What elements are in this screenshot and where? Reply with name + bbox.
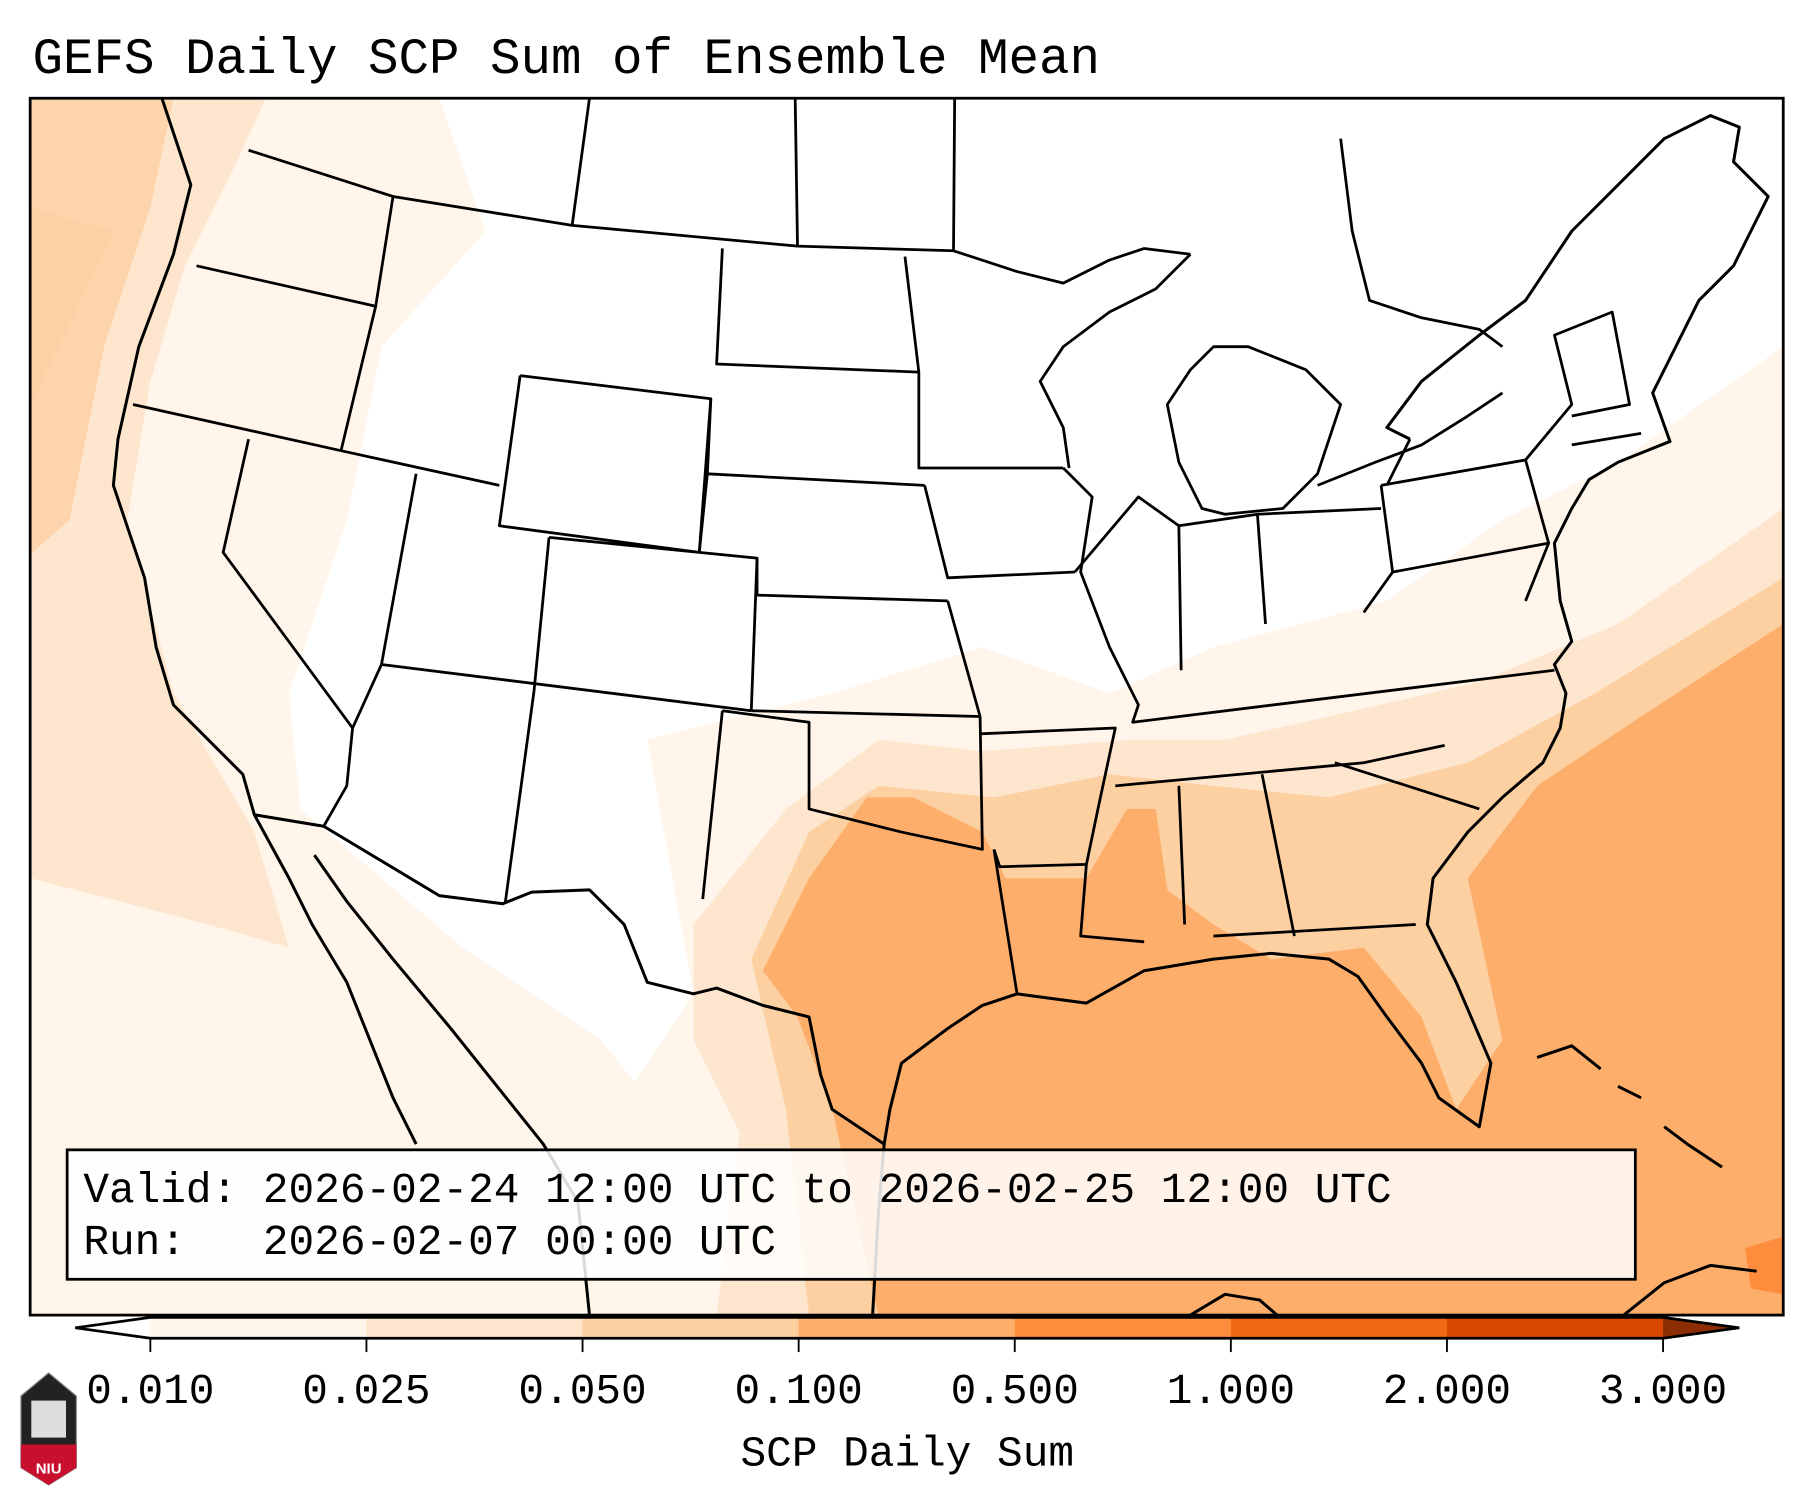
colorbar-segment: [582, 1317, 800, 1339]
colorbar-segment: [1230, 1317, 1448, 1339]
colorbar-tick-label: 0.500: [951, 1367, 1079, 1416]
map-frame: [28, 96, 1785, 1317]
colorbar-tick-label: 0.010: [86, 1367, 214, 1416]
niu-logo: NIU: [20, 1372, 77, 1486]
colorbar-segment: [1446, 1317, 1664, 1339]
colorbar-tick-label: 3.000: [1599, 1367, 1727, 1416]
map-panel: [30, 98, 1784, 1316]
info-box: Valid: 2026-02-24 12:00 UTC to 2026-02-2…: [65, 1148, 1637, 1281]
scp-shading: [30, 98, 1784, 1316]
colorbar-segment: [1014, 1317, 1232, 1339]
colorbar-over-triangle: [1663, 1317, 1740, 1339]
colorbar-tick-label: 1.000: [1167, 1367, 1295, 1416]
colorbar-label: SCP Daily Sum: [741, 1429, 1075, 1478]
colorbar-under-triangle: [75, 1317, 151, 1339]
colorbar-segment: [150, 1317, 368, 1339]
figure-title: GEFS Daily SCP Sum of Ensemble Mean: [32, 32, 1100, 89]
colorbar-tick-label: 0.050: [518, 1367, 646, 1416]
valid-time-text: Valid: 2026-02-24 12:00 UTC to 2026-02-2…: [83, 1166, 1391, 1215]
svg-text:NIU: NIU: [36, 1460, 62, 1477]
colorbar-tick-label: 0.100: [735, 1367, 863, 1416]
colorbar: 0.010 0.025 0.050 0.100 0.500 1.000 2.000 3.000: [75, 1316, 1740, 1416]
colorbar-segment: [798, 1317, 1016, 1339]
colorbar-tick-label: 0.025: [302, 1367, 430, 1416]
colorbar-segment: [366, 1317, 584, 1339]
run-time-text: Run: 2026-02-07 00:00 UTC: [83, 1218, 776, 1267]
state-borders: [132, 98, 1642, 995]
colorbar-tick-label: 2.000: [1383, 1367, 1511, 1416]
